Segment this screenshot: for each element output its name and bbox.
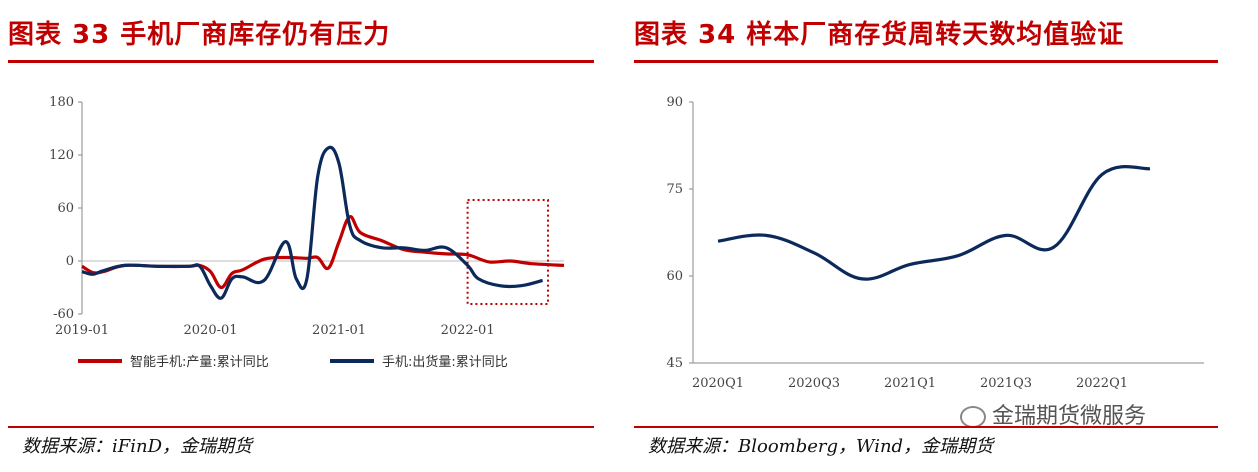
series-line-2 (81, 145, 544, 300)
chart-33-title: 图表 33 手机厂商库存仍有压力 (8, 20, 391, 50)
y-tick-label: 180 (49, 95, 74, 110)
y-tick-label: 45 (666, 356, 683, 371)
chart-33-legend: 智能手机:产量:累计同比 手机:出货量:累计同比 (78, 354, 508, 370)
wechat-icon (960, 406, 986, 428)
chart-34-source-rule (634, 426, 1218, 428)
watermark-text: 金瑞期货微服务 (992, 404, 1147, 429)
x-tick-label: 2022-01 (441, 323, 495, 338)
x-tick-label: 2019-01 (55, 323, 109, 338)
legend-label-2: 手机:出货量:累计同比 (382, 354, 508, 370)
y-tick-label: 60 (666, 269, 683, 284)
chart-34-axes: 90 75 60 45 2020Q1 2020Q3 2021Q1 2021Q3 2022Q1 (666, 95, 1204, 390)
x-tick-label: 2020Q3 (788, 376, 840, 390)
chart-34-title-rule (634, 60, 1218, 63)
chart-33-source: 数据来源：iFinD，金瑞期货 (22, 436, 253, 457)
legend-label-1: 智能手机:产量:累计同比 (130, 355, 269, 370)
chart-33-title-rule (8, 60, 594, 63)
y-tick-label: 75 (666, 182, 683, 197)
chart-34: 90 75 60 45 2020Q1 2020Q3 2021Q1 2021Q3 2022Q1 (666, 95, 1204, 390)
y-tick-label: 120 (49, 148, 74, 163)
chart-34-title: 图表 34 样本厂商存货周转天数均值验证 (634, 20, 1125, 50)
series-line-1 (81, 215, 565, 290)
y-tick-label: 0 (66, 254, 74, 269)
x-tick-label: 2021Q3 (980, 376, 1032, 390)
watermark: 金瑞期货微服务 (960, 398, 1146, 430)
series-line-1 (717, 165, 1151, 281)
x-tick-label: 2020Q1 (692, 376, 744, 390)
x-tick-label: 2022Q1 (1076, 376, 1128, 390)
y-tick-label: 60 (57, 201, 74, 216)
chart-33-series (81, 145, 565, 300)
chart-33-highlight-box (466, 199, 550, 305)
chart-34-series (717, 165, 1151, 281)
highlight-box (466, 199, 550, 305)
x-tick-label: 2021-01 (312, 323, 366, 338)
x-tick-label: 2021Q1 (884, 376, 936, 390)
chart-34-source: 数据来源：Bloomberg，Wind，金瑞期货 (648, 436, 994, 457)
chart-33-source-rule (8, 426, 594, 428)
y-tick-label: -60 (53, 307, 74, 322)
y-tick-label: 90 (666, 95, 683, 110)
x-tick-label: 2020-01 (184, 323, 238, 338)
